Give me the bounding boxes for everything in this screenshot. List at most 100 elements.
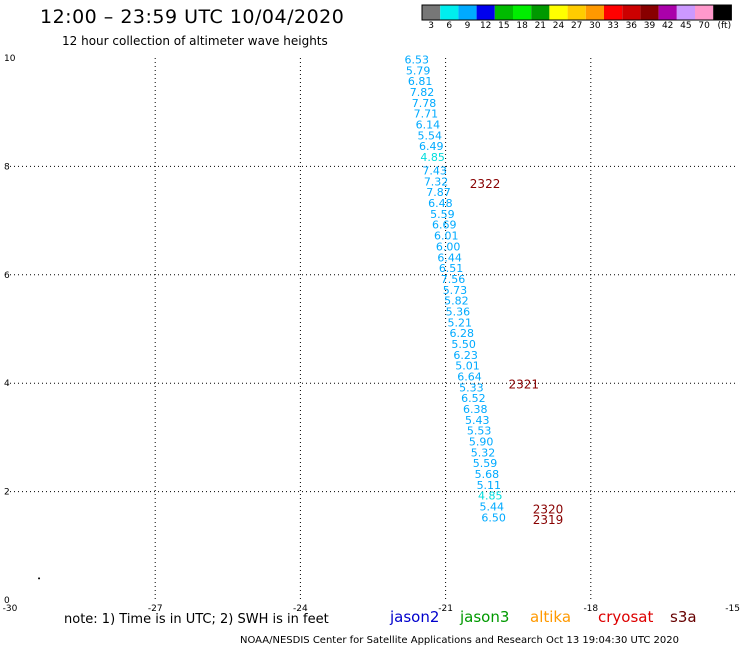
satellite-jason3: jason3 — [460, 608, 510, 626]
scale-swatch — [604, 5, 623, 20]
scale-swatch — [549, 5, 568, 20]
wave-height-point: 6.14 — [416, 118, 441, 131]
scale-label: 3 — [428, 21, 434, 31]
wave-height-point: 6.64 — [457, 370, 482, 383]
wave-height-point: 6.49 — [419, 140, 444, 153]
scale-label: 36 — [625, 21, 638, 31]
scale-swatch — [676, 5, 695, 20]
x-tick-label: -21 — [438, 604, 453, 614]
scale-label: (ft) — [717, 21, 732, 31]
wave-height-point: 5.36 — [446, 305, 471, 318]
scale-swatch — [695, 5, 714, 20]
point-marker — [38, 577, 41, 580]
wave-height-point: 6.53 — [404, 53, 429, 66]
scale-label: 9 — [464, 21, 471, 31]
wave-height-point: 4.85 — [420, 151, 445, 164]
scale-label: 33 — [607, 21, 619, 31]
wave-height-point: 7.43 — [422, 165, 447, 178]
wave-height-point: 6.52 — [461, 392, 486, 405]
satellite-s3a: s3a — [670, 608, 697, 626]
wave-height-point: 7.71 — [414, 108, 439, 121]
satellite-cryosat: cryosat — [598, 608, 654, 626]
y-tick-label: 10 — [4, 54, 16, 64]
wave-height-point: 6.01 — [434, 230, 459, 243]
time-label: 2321 — [509, 378, 540, 392]
y-tick-label: 2 — [4, 488, 10, 498]
wave-height-point: 6.81 — [408, 75, 433, 88]
wave-height-point: 7.82 — [410, 86, 435, 99]
scale-label: 45 — [680, 21, 692, 31]
wave-height-point: 7.87 — [426, 186, 451, 199]
scale-swatch — [658, 5, 677, 20]
scale-label: 39 — [643, 21, 656, 31]
time-label: 2319 — [533, 513, 564, 527]
wave-height-point: 5.01 — [455, 360, 480, 373]
wave-height-point: 6.51 — [439, 262, 464, 275]
wave-height-point: 6.44 — [437, 251, 462, 264]
wave-height-point: 5.82 — [444, 295, 469, 308]
wave-height-point: 7.78 — [412, 97, 437, 110]
wave-height-point: 5.90 — [469, 436, 494, 449]
scale-label: 18 — [516, 21, 528, 31]
scale-swatch — [531, 5, 550, 20]
note-text: note: 1) Time is in UTC; 2) SWH is in fe… — [64, 612, 329, 627]
wave-height-point: 5.68 — [475, 468, 500, 481]
scale-label: 6 — [446, 21, 453, 31]
wave-height-point: 5.21 — [448, 316, 473, 329]
scale-swatch — [713, 5, 732, 20]
scale-swatch — [422, 5, 441, 20]
wave-height-point: 5.11 — [477, 479, 502, 492]
satellite-jason2: jason2 — [390, 608, 440, 626]
wave-height-point: 6.23 — [453, 349, 478, 362]
x-tick-label: -30 — [3, 604, 18, 614]
scale-swatch — [585, 5, 604, 20]
time-label: 2322 — [470, 177, 501, 191]
x-tick-label: -24 — [293, 604, 308, 614]
wave-height-point: 7.56 — [441, 273, 466, 286]
y-tick-label: 6 — [4, 271, 10, 281]
scale-label: 27 — [570, 21, 583, 31]
scale-label: 15 — [498, 21, 510, 31]
wave-height-point: 5.43 — [465, 414, 490, 427]
scale-swatch — [622, 5, 641, 20]
wave-height-point: 6.50 — [481, 511, 506, 524]
scale-label: 30 — [589, 21, 601, 31]
wave-height-point: 5.79 — [406, 64, 431, 77]
x-tick-label: -15 — [725, 604, 740, 614]
wave-height-point: 5.59 — [473, 457, 498, 470]
scale-label: 24 — [552, 21, 565, 31]
scale-swatch — [567, 5, 586, 20]
scale-label: 21 — [534, 21, 547, 31]
scale-label: 70 — [698, 21, 710, 31]
time-label: 2320 — [533, 502, 564, 516]
wave-height-point: 5.44 — [479, 501, 504, 514]
wave-height-point: 5.59 — [430, 208, 455, 221]
wave-height-point: 7.32 — [424, 175, 449, 188]
scale-swatch — [440, 5, 459, 20]
wave-height-point: 6.00 — [436, 240, 461, 253]
wave-height-point: 6.69 — [432, 219, 457, 232]
scale-swatch — [640, 5, 659, 20]
wave-height-point: 5.33 — [459, 381, 484, 394]
wave-height-point: 5.50 — [451, 338, 476, 351]
x-tick-label: -18 — [583, 604, 598, 614]
scale-swatch — [494, 5, 513, 20]
satellite-altika: altika — [530, 608, 572, 626]
wave-height-point: 5.73 — [443, 284, 468, 297]
wave-height-point: 5.53 — [467, 425, 492, 438]
y-tick-label: 8 — [4, 162, 10, 172]
scale-swatch — [476, 5, 495, 20]
footer-credit: NOAA/NESDIS Center for Satellite Applica… — [240, 635, 679, 646]
wave-height-point: 5.54 — [418, 129, 443, 142]
chart-title: 12:00 – 23:59 UTC 10/04/2020 — [40, 6, 345, 28]
color-scale — [421, 4, 732, 21]
chart-subtitle: 12 hour collection of altimeter wave hei… — [62, 34, 328, 48]
y-tick-label: 4 — [4, 379, 10, 389]
wave-height-point: 6.48 — [428, 197, 453, 210]
scale-label: 12 — [479, 21, 492, 31]
y-tick-label: 0 — [4, 596, 10, 606]
scale-swatch — [458, 5, 477, 20]
scale-swatch — [513, 5, 532, 20]
wave-height-point: 4.85 — [478, 490, 503, 503]
